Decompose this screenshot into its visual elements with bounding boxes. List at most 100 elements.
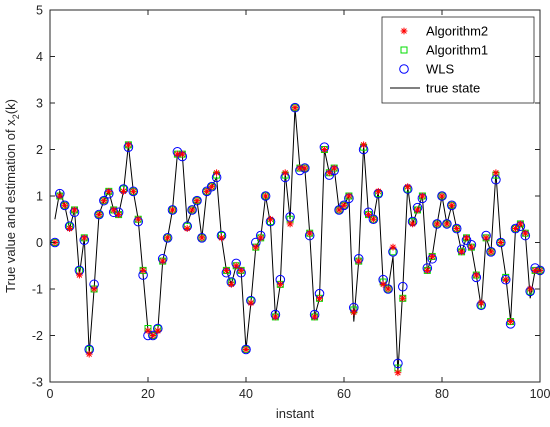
algorithm2-point-stroke [507, 318, 514, 325]
wls-point [368, 214, 379, 225]
wls-point [148, 330, 158, 341]
wls-point [398, 281, 408, 292]
algorithm2-point-stroke [56, 193, 63, 199]
algorithm2-point-stroke [444, 221, 450, 227]
algorithm2-point [100, 197, 108, 205]
algorithm2-point-stroke [184, 225, 191, 232]
wls-point [260, 191, 271, 201]
algorithm2-point [237, 267, 245, 274]
algorithm2-point-stroke [527, 286, 534, 292]
algorithm2-point [423, 267, 431, 274]
algorithm2-point-stroke [439, 193, 445, 199]
algorithm2-point-stroke [453, 225, 460, 232]
algorithm2-point [365, 211, 372, 218]
algorithm2-point-stroke [66, 225, 73, 232]
algorithm2-point-stroke [409, 221, 416, 227]
y-tick-label: 3 [36, 97, 43, 111]
algorithm2-point-stroke [380, 281, 387, 288]
wls-point [192, 195, 202, 206]
algorithm2-point [105, 187, 113, 195]
algorithm2-point-stroke [145, 328, 151, 334]
legend-square-swatch [400, 46, 408, 54]
algorithm2-point-stroke [404, 183, 411, 190]
algorithm2-point [208, 183, 216, 191]
series-true-state-line [54, 107, 540, 373]
algorithm2-point-stroke [497, 239, 504, 246]
algorithm2-point [472, 271, 480, 279]
algorithm2-point-stroke [238, 267, 244, 274]
algorithm2-point [80, 234, 88, 242]
algorithm2-point [227, 280, 235, 288]
algorithm2-point [281, 169, 289, 177]
algorithm2-point-stroke [199, 235, 205, 241]
legend-item-true-state: true state [390, 81, 480, 96]
algorithm2-point [345, 192, 353, 200]
series-wls [50, 102, 545, 369]
legend-label: WLS [426, 62, 455, 77]
legend-item-algorithm1: Algorithm1 [400, 43, 488, 58]
y-axis-label-tail: (k) [3, 99, 18, 114]
y-tick-label: -2 [32, 329, 43, 343]
algorithm2-point [321, 146, 328, 153]
wls-point [162, 233, 173, 243]
algorithm2-point [61, 201, 69, 209]
y-tick-label: 2 [36, 143, 43, 157]
wls-point [241, 344, 251, 355]
legend: Algorithm2 Algorithm1 WLS true state [381, 16, 535, 104]
algorithm2-point-stroke [365, 211, 372, 218]
algorithm2-point-stroke [272, 314, 279, 320]
algorithm2-point [497, 239, 505, 246]
algorithm2-point-stroke [110, 207, 117, 213]
legend-item-wls: WLS [399, 62, 455, 77]
algorithm2-point [262, 192, 269, 200]
wls-point [451, 223, 462, 234]
wls-point [447, 200, 457, 211]
algorithm2-point [267, 215, 274, 223]
legend-item-algorithm2: Algorithm2 [400, 24, 488, 39]
y-tick-label: 1 [36, 190, 43, 204]
algorithm2-point-stroke [395, 369, 401, 376]
algorithm2-point [330, 164, 338, 172]
algorithm2-point [399, 294, 407, 302]
wls-point [393, 358, 403, 369]
y-tick-label: 5 [36, 4, 43, 18]
algorithm2-point-stroke [316, 295, 323, 302]
algorithm2-point-stroke [91, 286, 97, 292]
algorithm2-point [213, 169, 220, 177]
legend-label: Algorithm1 [426, 43, 488, 58]
algorithm2-point-stroke [522, 230, 529, 237]
algorithm2-point-stroke [414, 207, 421, 213]
x-axis-label: instant [276, 406, 315, 421]
x-tick-label: 80 [435, 387, 449, 401]
algorithm2-point [306, 229, 314, 237]
algorithm2-point-stroke [61, 202, 68, 209]
algorithm2-point-stroke [350, 309, 357, 316]
algorithm2-point [276, 280, 284, 288]
algorithm2-point-stroke [370, 216, 377, 223]
algorithm2-point-stroke [194, 197, 200, 204]
algorithm2-point [350, 308, 358, 316]
algorithm2-point [389, 243, 397, 251]
algorithm2-point [311, 313, 318, 321]
algorithm2-point-stroke [125, 142, 132, 148]
algorithm2-point [144, 327, 152, 335]
legend-label: true state [426, 81, 480, 96]
algorithm2-point [370, 215, 377, 223]
algorithm2-point [507, 318, 514, 325]
algorithm2-point [492, 169, 500, 177]
algorithm2-point [139, 267, 147, 274]
algorithm2-point-stroke [463, 235, 470, 241]
algorithm2-point-stroke [213, 169, 220, 176]
x-tick-label: 20 [141, 387, 155, 401]
algorithm2-point [340, 201, 348, 209]
wls-point [99, 195, 109, 206]
algorithm2-point [178, 150, 186, 158]
algorithm2-point-stroke [120, 188, 127, 195]
algorithm2-point-stroke [517, 221, 524, 227]
series-algorithm2 [51, 104, 544, 377]
wls-point [167, 205, 178, 215]
legend-items: Algorithm2 Algorithm1 WLS true state [390, 24, 488, 96]
algorithm2-point-stroke [297, 165, 303, 171]
algorithm2-point [257, 234, 265, 242]
wls-point [496, 237, 506, 248]
